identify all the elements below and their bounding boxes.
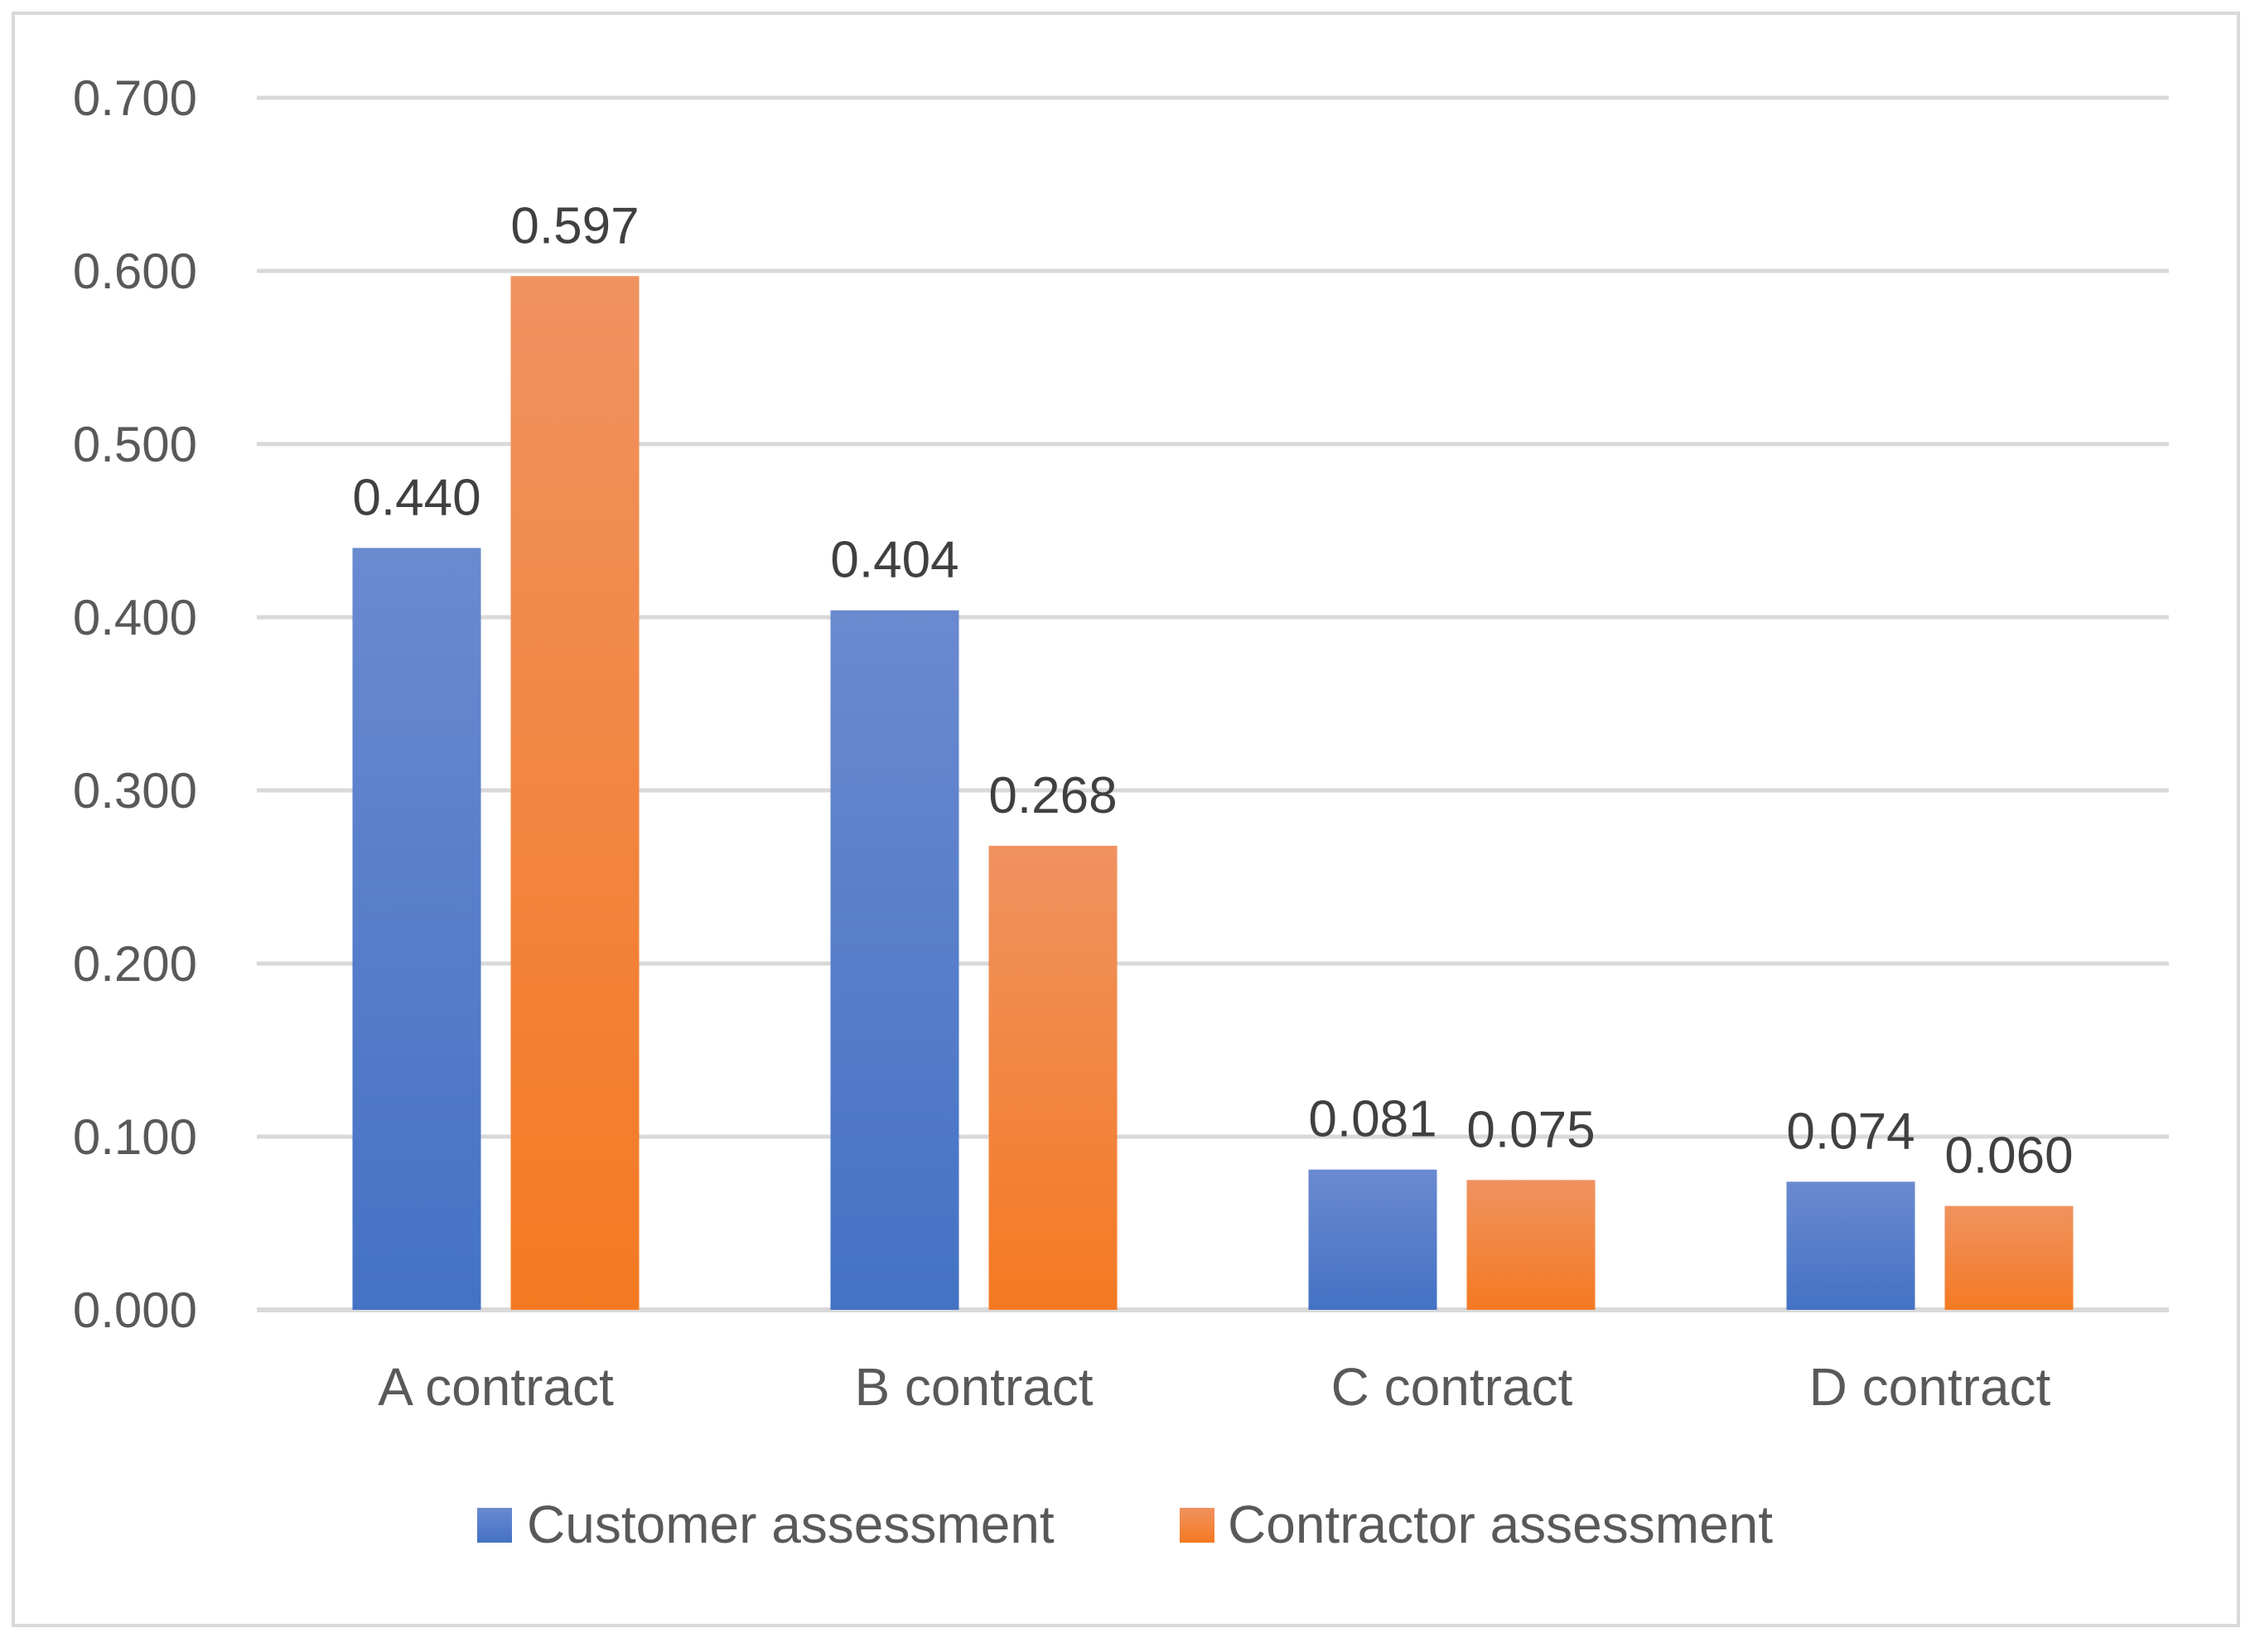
- bar-customer-d: [1786, 1181, 1915, 1310]
- data-label: 0.440: [352, 469, 480, 526]
- data-label: 0.268: [988, 767, 1117, 824]
- legend-label: Customer assessment: [527, 1495, 1055, 1554]
- data-label: 0.404: [830, 532, 958, 589]
- x-category-label: A contract: [378, 1357, 614, 1417]
- y-tick-label: 0.400: [73, 590, 197, 645]
- legend-swatch-customer: [477, 1508, 512, 1543]
- y-tick-label: 0.300: [73, 763, 197, 819]
- data-labels: 0.440 0.597 0.404 0.268 0.081 0.075 0.074 0.060: [352, 197, 2073, 1184]
- data-label: 0.081: [1308, 1091, 1437, 1148]
- x-category-label: C contract: [1331, 1357, 1573, 1417]
- x-category-label: D contract: [1809, 1357, 2051, 1417]
- legend: Customer assessment Contractor assessment: [477, 1495, 1773, 1554]
- data-label: 0.060: [1944, 1128, 2073, 1185]
- y-tick-label: 0.200: [73, 936, 197, 992]
- data-label: 0.074: [1786, 1103, 1915, 1160]
- bar-contractor-a: [510, 276, 640, 1310]
- bars: [352, 276, 2074, 1310]
- y-tick-label: 0.600: [73, 244, 197, 299]
- y-tick-label: 0.500: [73, 417, 197, 472]
- y-tick-label: 0.100: [73, 1109, 197, 1165]
- y-tick-label: 0.000: [73, 1282, 197, 1338]
- data-label: 0.597: [510, 197, 639, 254]
- x-axis-categories: A contract B contract C contract D contract: [378, 1357, 2050, 1417]
- bar-contractor-d: [1944, 1205, 2074, 1310]
- bar-customer-b: [830, 610, 959, 1310]
- bar-customer-a: [352, 548, 481, 1310]
- bar-contractor-b: [988, 845, 1118, 1310]
- legend-label: Contractor assessment: [1228, 1495, 1773, 1554]
- legend-swatch-contractor: [1180, 1508, 1214, 1543]
- y-tick-label: 0.700: [73, 70, 197, 126]
- x-category-label: B contract: [854, 1357, 1093, 1417]
- data-label: 0.075: [1466, 1101, 1595, 1158]
- bar-customer-c: [1308, 1169, 1437, 1310]
- y-axis-ticks: 0.000 0.100 0.200 0.300 0.400 0.500 0.600 0.700: [73, 70, 197, 1338]
- bar-contractor-c: [1466, 1180, 1596, 1310]
